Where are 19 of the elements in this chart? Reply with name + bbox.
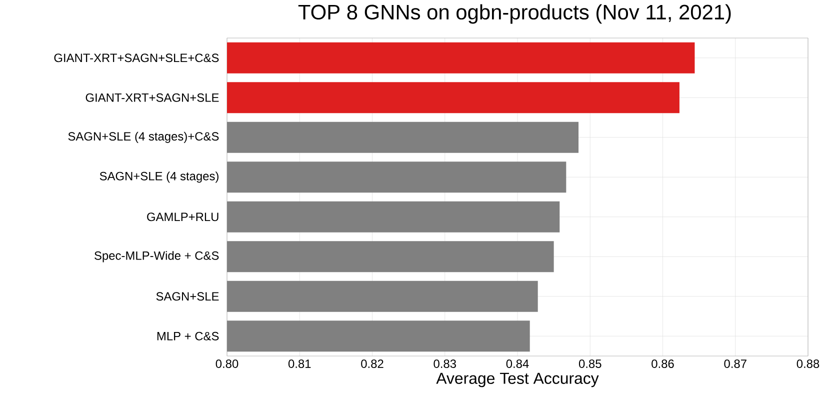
x-tick-label: 0.81	[288, 360, 311, 368]
x-tick-label: 0.80	[216, 360, 238, 368]
y-tick-label: GIANT-XRT+SAGN+SLE	[86, 93, 219, 102]
y-tick-label: GAMLP+RLU	[147, 212, 218, 222]
x-tick-label: 0.83	[434, 360, 456, 368]
y-tick-label: MLP + C&S	[157, 332, 219, 340]
x-tick-label: 0.82	[361, 360, 384, 368]
y-tick-label: SAGN+SLE (4 stages)	[100, 172, 218, 183]
x-axis-title: Average Test Accuracy	[436, 372, 599, 388]
x-tick-label: 0.87	[724, 360, 746, 368]
y-tick-label: SAGN+SLE (4 stages)+C&S	[68, 132, 219, 143]
x-tick-label: 0.85	[578, 360, 602, 368]
x-tick-label: 0.84	[506, 360, 529, 368]
chart-title: TOP 8 GNNs on ogbn-products (Nov 11, 2021)	[298, 4, 731, 24]
x-tick-label: 0.86	[652, 360, 674, 368]
x-tick-label: 0.88	[796, 360, 820, 368]
y-tick-label: SAGN+SLE	[156, 292, 219, 301]
y-tick-label: Spec-MLP-Wide + C&S	[94, 251, 219, 262]
y-tick-label: GIANT-XRT+SAGN+SLE+C&S	[54, 54, 219, 62]
